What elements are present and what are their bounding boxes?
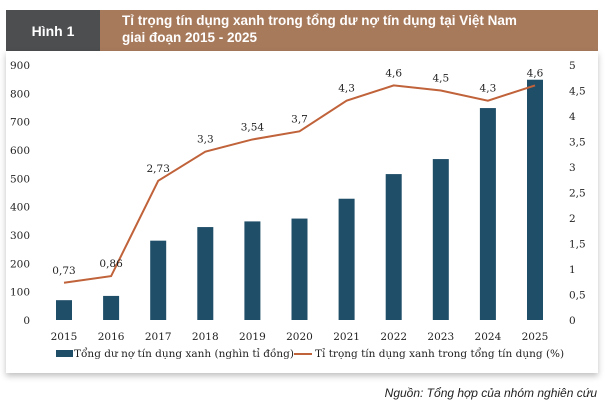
bar: [338, 198, 355, 320]
left-tick-label: 900: [10, 60, 30, 72]
right-tick-label: 1: [569, 264, 576, 276]
data-label: 4,6: [527, 67, 544, 79]
right-tick-label: 4: [569, 111, 576, 123]
figure-label: Hình 1: [6, 10, 100, 51]
title-line-2: giai đoạn 2015 - 2025: [122, 30, 258, 45]
data-label: 2,73: [147, 163, 170, 175]
x-tick-label: 2018: [192, 331, 219, 343]
data-label: 3,7: [291, 113, 308, 125]
bar: [150, 240, 167, 320]
bar: [479, 108, 496, 320]
data-label: 4,5: [432, 73, 449, 85]
left-tick-label: 500: [10, 173, 30, 185]
bar: [527, 79, 543, 320]
x-tick-label: 2016: [98, 331, 125, 343]
right-tick-label: 0: [569, 315, 576, 327]
data-label: 3,3: [197, 134, 214, 146]
right-tick-label: 3,5: [569, 137, 586, 149]
bar: [385, 174, 402, 320]
left-tick-label: 800: [10, 88, 30, 100]
left-tick-label: 300: [10, 230, 30, 242]
right-tick-label: 2: [569, 213, 576, 225]
x-tick-label: 2025: [522, 331, 549, 343]
data-label: 0,86: [99, 258, 123, 270]
left-tick-label: 200: [10, 258, 30, 270]
bar: [197, 227, 214, 320]
left-tick-label: 700: [10, 117, 30, 129]
right-tick-label: 5: [569, 60, 576, 72]
data-label: 0,73: [52, 265, 75, 277]
left-tick-label: 400: [10, 202, 30, 214]
source-note: Nguồn: Tổng hợp của nhóm nghiên cứu: [384, 386, 597, 400]
left-tick-label: 0: [23, 315, 30, 327]
x-tick-label: 2020: [286, 331, 313, 343]
legend-bar-swatch: [56, 350, 73, 357]
right-tick-label: 4,5: [569, 86, 586, 98]
bar: [244, 221, 261, 320]
x-tick-label: 2017: [145, 331, 172, 343]
x-tick-label: 2024: [475, 331, 502, 343]
right-tick-label: 1,5: [569, 239, 586, 251]
right-tick-label: 0,5: [569, 290, 586, 302]
chart-title: Tỉ trọng tín dụng xanh trong tổng dư nợ …: [100, 10, 598, 51]
left-tick-label: 100: [10, 287, 30, 299]
bar: [291, 218, 308, 320]
x-tick-label: 2022: [380, 331, 407, 343]
x-tick-label: 2015: [51, 331, 78, 343]
data-label: 3,54: [241, 121, 265, 133]
data-label: 4,3: [338, 83, 355, 95]
line-series: [63, 84, 536, 284]
right-tick-label: 2,5: [569, 188, 586, 200]
title-line-1: Tỉ trọng tín dụng xanh trong tổng dư nợ …: [122, 13, 517, 28]
left-tick-label: 600: [10, 145, 30, 157]
legend-line-label: Tỉ trọng tín dụng xanh trong tổng tín dụ…: [315, 347, 564, 360]
bar: [432, 159, 449, 320]
x-tick-label: 2021: [333, 331, 360, 343]
bar: [56, 300, 72, 320]
legend-bar-label: Tổng dư nợ tín dụng xanh (nghìn tỉ đồng): [74, 347, 294, 360]
x-tick-label: 2019: [239, 331, 266, 343]
data-label: 4,6: [385, 67, 402, 79]
x-tick-label: 2023: [427, 331, 454, 343]
data-label: 4,3: [480, 83, 497, 95]
right-tick-label: 3: [569, 162, 576, 174]
bar: [103, 295, 120, 320]
